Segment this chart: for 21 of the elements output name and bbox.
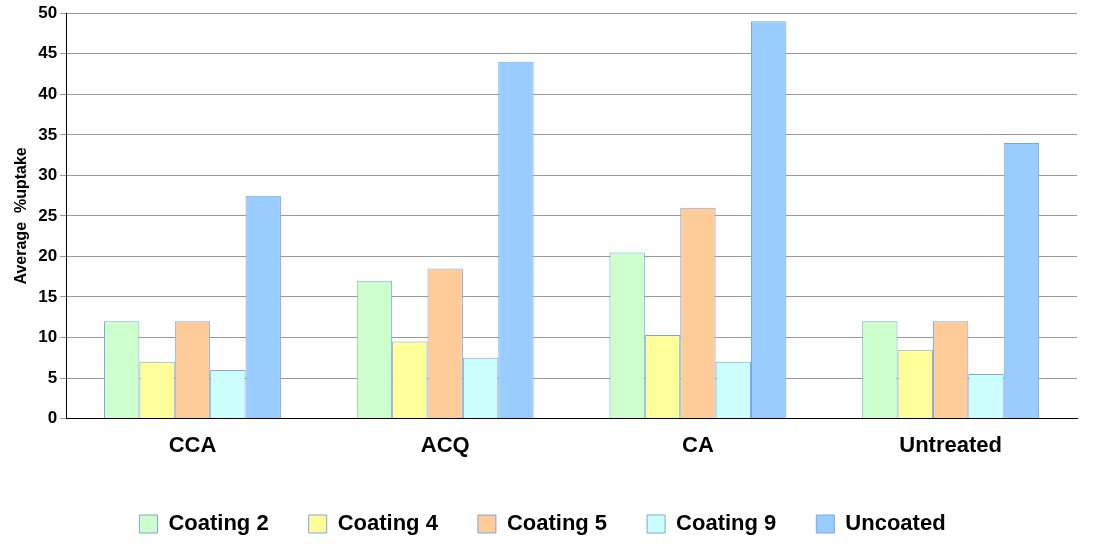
x-tick-label: Untreated — [899, 431, 1002, 457]
legend-label: Coating 5 — [506, 510, 608, 536]
y-tick-label: 0 — [47, 408, 58, 428]
y-tick-label: 25 — [38, 205, 58, 225]
y-axis-title: Average %uptake — [12, 147, 30, 285]
y-tick-label: 40 — [38, 83, 58, 103]
y-tick-label: 35 — [38, 124, 58, 144]
y-tick-label: 45 — [38, 43, 58, 63]
y-tick-label: 20 — [38, 246, 58, 266]
y-tick-label: 10 — [38, 327, 58, 347]
y-tick-label: 30 — [38, 165, 58, 185]
y-tick-label: 5 — [47, 367, 58, 387]
x-tick-label: CA — [682, 431, 714, 457]
y-tick-label: 15 — [38, 286, 58, 306]
x-tick-label: ACQ — [420, 431, 470, 457]
legend-label: Coating 9 — [676, 510, 777, 536]
x-tick-label: CCA — [168, 431, 217, 457]
legend-label: Uncoated — [845, 510, 946, 536]
legend-label: Coating 2 — [168, 510, 269, 536]
y-tick-label: 50 — [38, 2, 58, 22]
legend-label: Coating 4 — [337, 510, 439, 536]
